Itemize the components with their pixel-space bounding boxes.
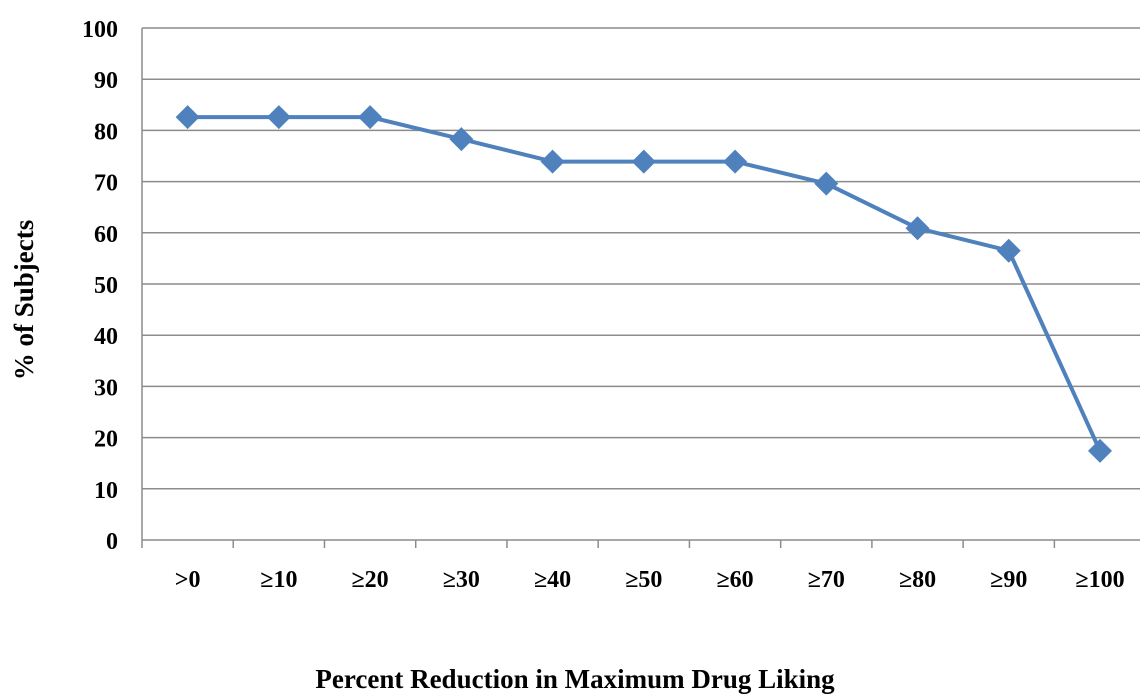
x-tick-label: ≥20 (352, 567, 389, 593)
y-tick-label: 50 (94, 273, 118, 299)
y-tick-label: 0 (106, 529, 118, 555)
data-point (540, 149, 565, 174)
y-tick-labels: 0 10 20 30 40 50 60 70 80 90 100 (82, 17, 118, 555)
data-point (996, 238, 1021, 263)
data-point (266, 105, 291, 130)
x-tick-label: ≥30 (443, 567, 480, 593)
x-tick-label: >0 (175, 567, 201, 593)
x-tick-label: ≥90 (990, 567, 1027, 593)
data-point (449, 127, 474, 152)
y-tick-label: 90 (94, 68, 118, 94)
x-tick-label: ≥40 (534, 567, 571, 593)
y-tick-label: 60 (94, 222, 118, 248)
data-point (1088, 438, 1112, 463)
y-axis-title: % of Subjects (9, 220, 39, 381)
y-tick-label: 100 (82, 17, 118, 43)
data-point (358, 105, 383, 130)
y-tick-label: 40 (94, 324, 118, 350)
x-tick-labels: >0 ≥10 ≥20 ≥30 ≥40 ≥50 ≥60 ≥70 ≥80 ≥90 ≥100 (175, 567, 1125, 593)
y-tick-label: 80 (94, 119, 118, 145)
axes (141, 28, 1140, 548)
x-tick-label: ≥50 (625, 567, 662, 593)
y-tick-label: 20 (94, 427, 118, 453)
x-tick-label: ≥10 (260, 567, 297, 593)
x-axis-title: Percent Reduction in Maximum Drug Liking (315, 664, 835, 694)
gridlines (142, 27, 1140, 490)
x-tick-label: ≥100 (1075, 567, 1124, 593)
data-point (814, 171, 839, 196)
y-tick-label: 70 (94, 171, 118, 197)
x-tick-label: ≥60 (716, 567, 753, 593)
data-point (175, 105, 200, 130)
y-tick-label: 10 (94, 478, 118, 504)
x-tick-label: ≥80 (899, 567, 936, 593)
series-layer (175, 105, 1112, 463)
x-tick-label: ≥70 (808, 567, 845, 593)
data-point (905, 216, 930, 241)
data-point (723, 149, 748, 174)
y-tick-label: 30 (94, 375, 118, 401)
data-point (631, 149, 656, 174)
